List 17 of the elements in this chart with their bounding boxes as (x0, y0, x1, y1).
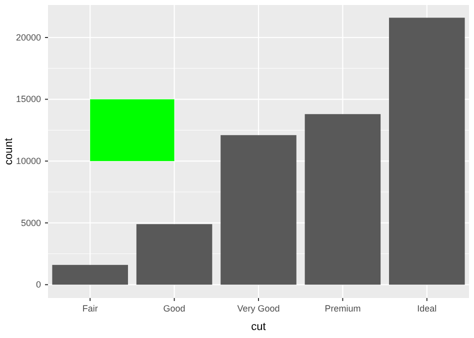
y-axis-title: count (3, 138, 15, 165)
x-axis-title: cut (251, 321, 266, 333)
bar (136, 224, 212, 285)
y-tick-label: 15000 (16, 94, 41, 104)
bar (304, 114, 381, 285)
x-tick-label: Fair (82, 303, 98, 314)
x-tick-label: Very Good (237, 303, 280, 314)
x-tick-label: Premium (324, 303, 361, 314)
x-tick-label: Good (163, 303, 186, 314)
y-tick-label: 0 (36, 280, 41, 290)
bar (52, 264, 128, 285)
bar (220, 135, 296, 285)
bar (389, 18, 465, 285)
y-tick-label: 20000 (16, 32, 41, 42)
y-tick-label: 5000 (20, 218, 41, 228)
x-tick-label: Ideal (417, 303, 437, 314)
y-tick-label: 10000 (16, 156, 41, 166)
